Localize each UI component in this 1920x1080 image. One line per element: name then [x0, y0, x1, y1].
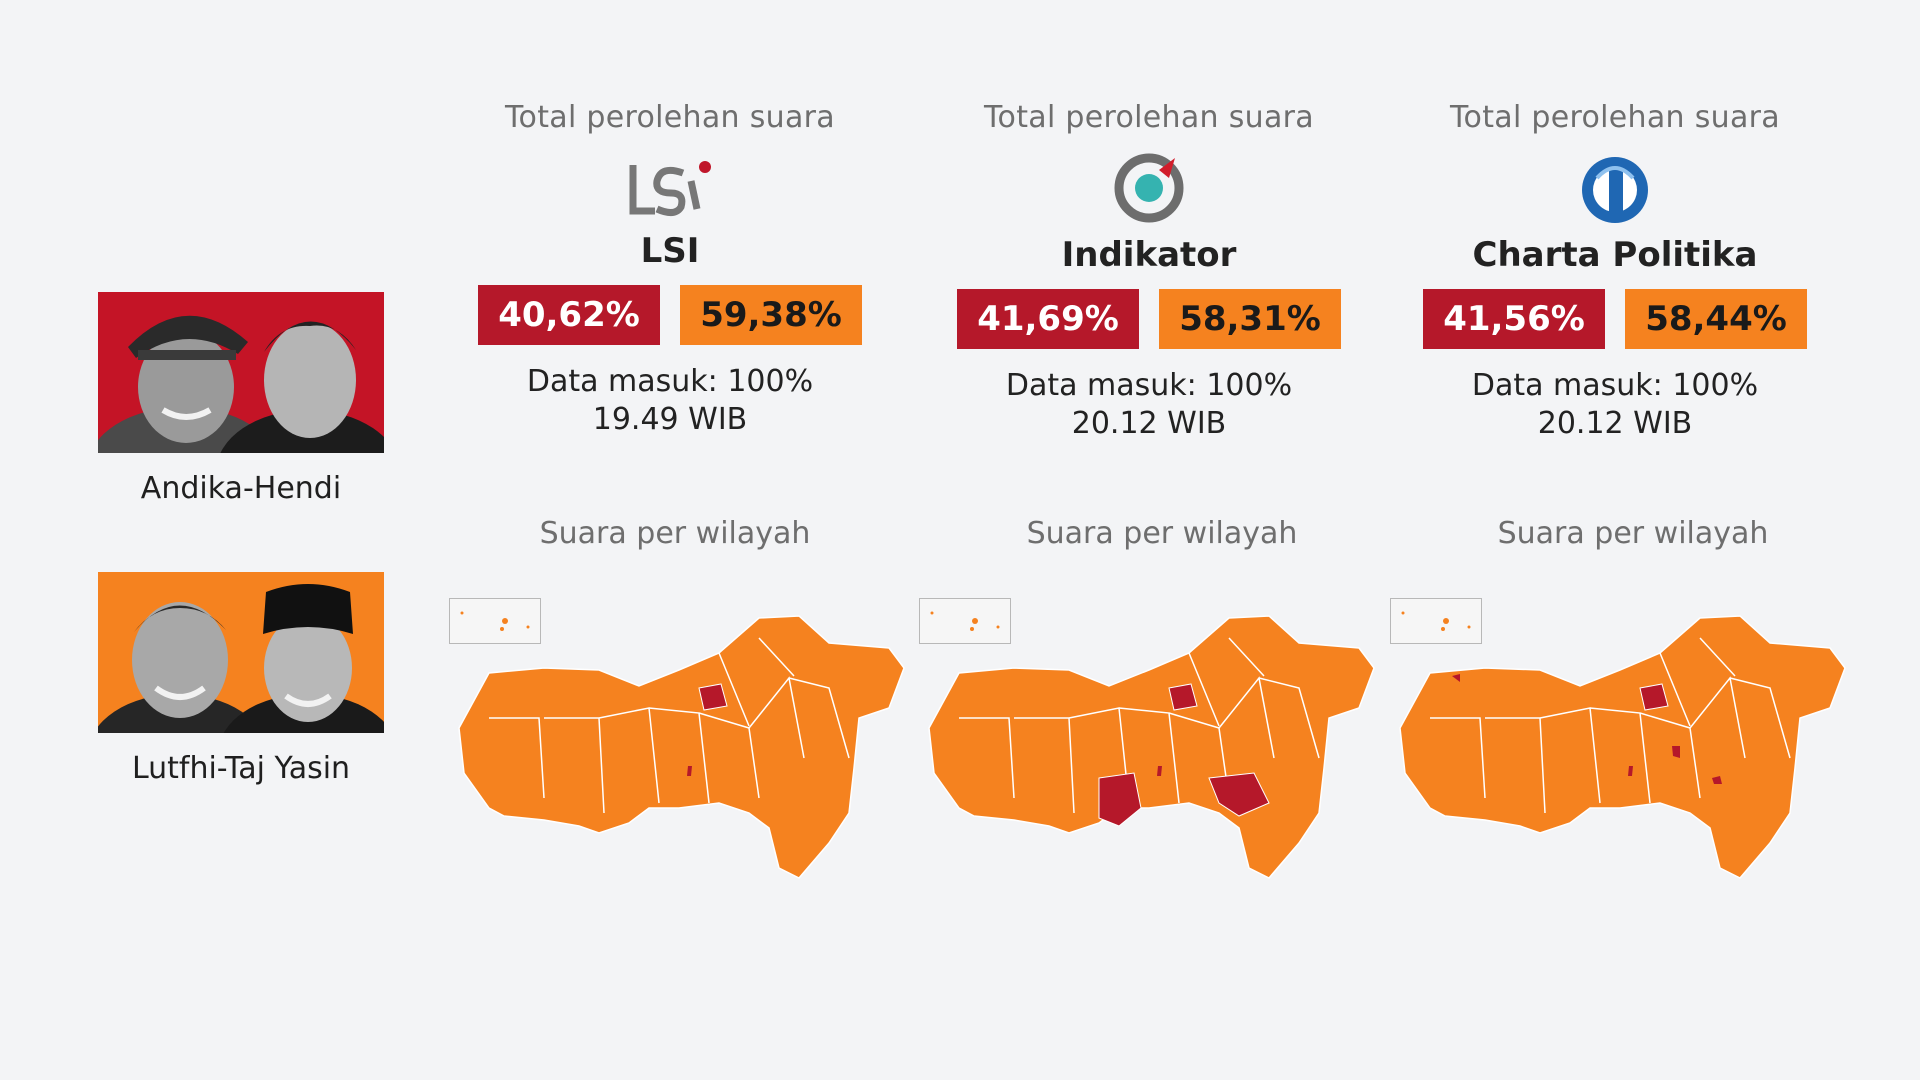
candidate-lutfhi-taj-yasin: Lutfhi-Taj Yasin [98, 572, 384, 786]
region-boundary [489, 637, 850, 814]
result-bars: 41,69% 58,31% [914, 289, 1384, 349]
region-votes-label: Suara per wilayah [539, 516, 811, 551]
total-votes-label: Total perolehan suara [984, 100, 1314, 135]
region-andika-hendi-2 [1208, 772, 1270, 817]
result-andika-hendi: 40,62% [478, 285, 660, 345]
region-map-lsi [458, 615, 905, 879]
candidate-photo-andika-hendi [98, 292, 384, 453]
candidate-photo-lutfhi-taj-yasin [98, 572, 384, 733]
region-votes-label: Suara per wilayah [1497, 516, 1769, 551]
data-in-time: 20.12 WIB [1537, 406, 1693, 441]
pollster-name: Indikator [1061, 235, 1237, 275]
pollster-indikator: Total perolehan suara Indikator 41,69% 5… [914, 100, 1384, 443]
region-andika-hendi-1 [1452, 674, 1460, 682]
region-andika-hendi-3 [1712, 776, 1722, 784]
region-lutfhi-taj-yasin [1399, 615, 1846, 879]
region-map-indikator [928, 615, 1375, 879]
result-andika-hendi: 41,69% [957, 289, 1139, 349]
region-andika-hendi-0 [1168, 683, 1198, 711]
lsi-logo-icon [435, 147, 905, 229]
data-in-status: Data masuk: 100% [1005, 368, 1293, 403]
region-andika-hendi-2 [1672, 746, 1680, 758]
region-boundary [1430, 637, 1791, 814]
region-boundary [959, 637, 1320, 814]
region-map-charta-politika [1399, 615, 1846, 879]
region-lutfhi-taj-yasin [928, 615, 1375, 879]
region-lutfhi-taj-yasin [458, 615, 905, 879]
region-andika-hendi-1 [1098, 772, 1142, 827]
result-lutfhi-taj-yasin: 58,31% [1159, 289, 1341, 349]
map-charta-politika [1390, 598, 1860, 892]
region-andika-hendi-1 [687, 766, 692, 776]
map-indikator [919, 598, 1389, 892]
indikator-logo-icon [914, 147, 1384, 229]
region-votes-label: Suara per wilayah [1026, 516, 1298, 551]
data-in-time: 19.49 WIB [592, 402, 748, 437]
charta-politika-logo-icon [1380, 147, 1850, 229]
pollster-lsi: Total perolehan suara LSI 40,62% 59,38% … [435, 100, 905, 439]
region-andika-hendi-3 [1157, 766, 1162, 776]
total-votes-label: Total perolehan suara [505, 100, 835, 135]
data-in-status: Data masuk: 100% [1471, 368, 1759, 403]
map-lsi [449, 598, 919, 892]
region-andika-hendi-0 [1639, 683, 1669, 711]
data-in-time: 20.12 WIB [1071, 406, 1227, 441]
pollster-name: Charta Politika [1472, 235, 1758, 275]
map-inset [919, 598, 1011, 644]
candidate-name: Lutfhi-Taj Yasin [131, 751, 351, 786]
candidate-andika-hendi: Andika-Hendi [98, 292, 384, 506]
map-inset [449, 598, 541, 644]
map-inset [1390, 598, 1482, 644]
pollster-charta-politika: Total perolehan suara Charta Politika 41… [1380, 100, 1850, 443]
result-bars: 40,62% 59,38% [435, 285, 905, 345]
pollster-name: LSI [640, 231, 700, 271]
data-in-status: Data masuk: 100% [526, 364, 814, 399]
region-andika-hendi-0 [698, 683, 728, 711]
result-andika-hendi: 41,56% [1423, 289, 1605, 349]
result-bars: 41,56% 58,44% [1380, 289, 1850, 349]
candidate-name: Andika-Hendi [140, 471, 342, 506]
region-andika-hendi-4 [1628, 766, 1633, 776]
result-lutfhi-taj-yasin: 58,44% [1625, 289, 1807, 349]
total-votes-label: Total perolehan suara [1450, 100, 1780, 135]
result-lutfhi-taj-yasin: 59,38% [680, 285, 862, 345]
